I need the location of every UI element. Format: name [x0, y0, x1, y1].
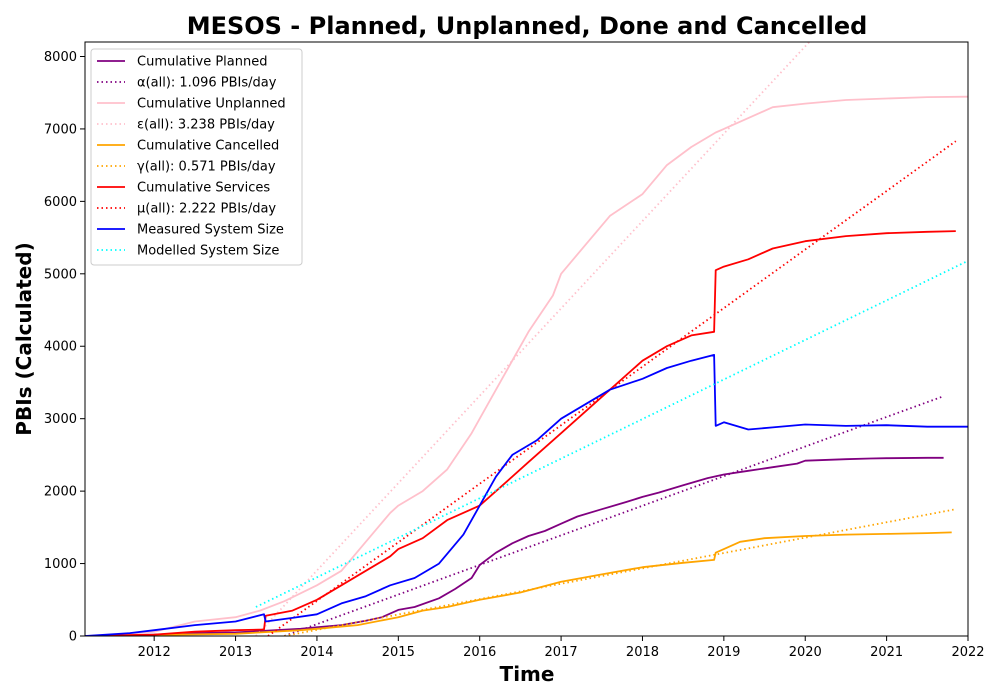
legend-label: Cumulative Services: [137, 181, 270, 196]
y-tick-label: 5000: [44, 267, 77, 282]
chart-title: MESOS - Planned, Unplanned, Done and Can…: [187, 12, 868, 40]
y-tick-label: 8000: [44, 50, 77, 65]
series-line-3-all-3-238-pbis-day: [255, 42, 810, 636]
legend-label: Cumulative Planned: [137, 55, 267, 70]
series-line-8-measured-system-size: [85, 353, 968, 636]
series-line-1-all-1-096-pbis-day: [284, 395, 944, 636]
y-axis-title: PBIs (Calculated): [12, 242, 36, 435]
legend-label: Cumulative Unplanned: [137, 97, 286, 112]
legend: Cumulative Planned α(all): 1.096 PBIs/day…: [90, 48, 303, 266]
legend-label: α(all): 1.096 PBIs/day: [137, 76, 277, 91]
legend-label: Modelled System Size: [137, 244, 279, 259]
series-line-5-all-0-571-pbis-day: [284, 508, 956, 636]
x-tick-label: 2017: [545, 645, 578, 660]
series-line-2-cumulative-unplanned: [85, 95, 968, 636]
y-tick-label: 4000: [44, 340, 77, 355]
y-tick-label: 2000: [44, 485, 77, 500]
series-line-4-cumulative-cancelled: [85, 531, 952, 636]
x-tick-label: 2015: [382, 645, 415, 660]
series-line-0-cumulative-planned: [85, 456, 944, 636]
legend-label: γ(all): 0.571 PBIs/day: [137, 160, 276, 175]
x-tick-label: 2012: [138, 645, 171, 660]
x-tick-label: 2021: [870, 645, 903, 660]
x-tick-label: 2014: [300, 645, 333, 660]
series-line-6-cumulative-services: [85, 230, 956, 636]
x-tick-label: 2019: [707, 645, 740, 660]
x-axis-title: Time: [500, 662, 555, 686]
x-tick-label: 2020: [789, 645, 822, 660]
x-tick-label: 2016: [463, 645, 496, 660]
series-line-9-modelled-system-size: [255, 259, 968, 608]
x-axis: 2012 2013 2014 2015 2016 2017 2018 2019 2020 2021…: [138, 636, 985, 660]
legend-label: Cumulative Cancelled: [137, 139, 279, 154]
y-tick-label: 1000: [44, 557, 77, 572]
legend-label: ε(all): 3.238 PBIs/day: [137, 118, 275, 133]
x-tick-label: 2013: [219, 645, 252, 660]
x-tick-label: 2018: [626, 645, 659, 660]
y-tick-label: 3000: [44, 412, 77, 427]
legend-box: [90, 48, 303, 266]
y-tick-label: 6000: [44, 195, 77, 210]
series-layer: [85, 42, 968, 636]
x-tick-label: 2022: [951, 645, 984, 660]
y-tick-label: 7000: [44, 122, 77, 137]
plot-frame: [84, 41, 969, 637]
legend-label: Measured System Size: [137, 223, 284, 238]
y-tick-label: 0: [69, 630, 77, 645]
y-axis: 0 1000 2000 3000 4000 5000 6000 7000 8000: [44, 50, 85, 645]
legend-label: μ(all): 2.222 PBIs/day: [137, 202, 276, 217]
